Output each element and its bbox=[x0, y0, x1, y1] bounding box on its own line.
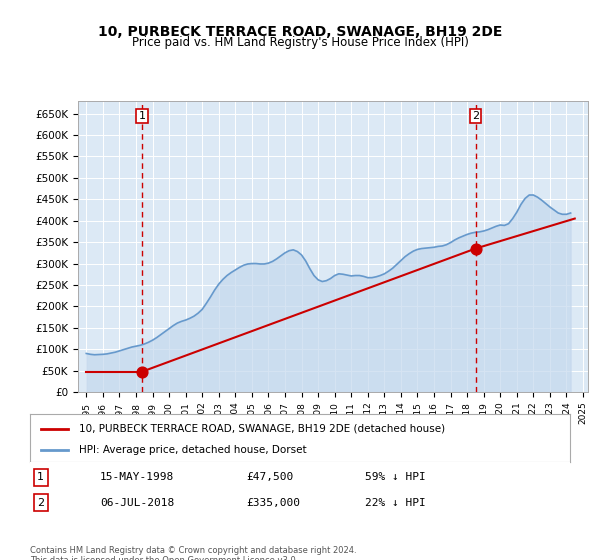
Text: 22% ↓ HPI: 22% ↓ HPI bbox=[365, 498, 425, 507]
Point bbox=[471, 244, 481, 253]
Text: Price paid vs. HM Land Registry's House Price Index (HPI): Price paid vs. HM Land Registry's House … bbox=[131, 36, 469, 49]
Text: 1: 1 bbox=[139, 111, 146, 121]
Text: 06-JUL-2018: 06-JUL-2018 bbox=[100, 498, 175, 507]
Text: HPI: Average price, detached house, Dorset: HPI: Average price, detached house, Dors… bbox=[79, 445, 306, 455]
Point bbox=[137, 367, 147, 376]
Text: 10, PURBECK TERRACE ROAD, SWANAGE, BH19 2DE (detached house): 10, PURBECK TERRACE ROAD, SWANAGE, BH19 … bbox=[79, 424, 445, 433]
Text: £47,500: £47,500 bbox=[246, 473, 293, 482]
Text: 2: 2 bbox=[472, 111, 479, 121]
Text: 1: 1 bbox=[37, 473, 44, 482]
Text: 59% ↓ HPI: 59% ↓ HPI bbox=[365, 473, 425, 482]
Text: 2: 2 bbox=[37, 498, 44, 507]
Text: 10, PURBECK TERRACE ROAD, SWANAGE, BH19 2DE: 10, PURBECK TERRACE ROAD, SWANAGE, BH19 … bbox=[98, 25, 502, 39]
Text: Contains HM Land Registry data © Crown copyright and database right 2024.
This d: Contains HM Land Registry data © Crown c… bbox=[30, 546, 356, 560]
Text: 15-MAY-1998: 15-MAY-1998 bbox=[100, 473, 175, 482]
Text: £335,000: £335,000 bbox=[246, 498, 300, 507]
